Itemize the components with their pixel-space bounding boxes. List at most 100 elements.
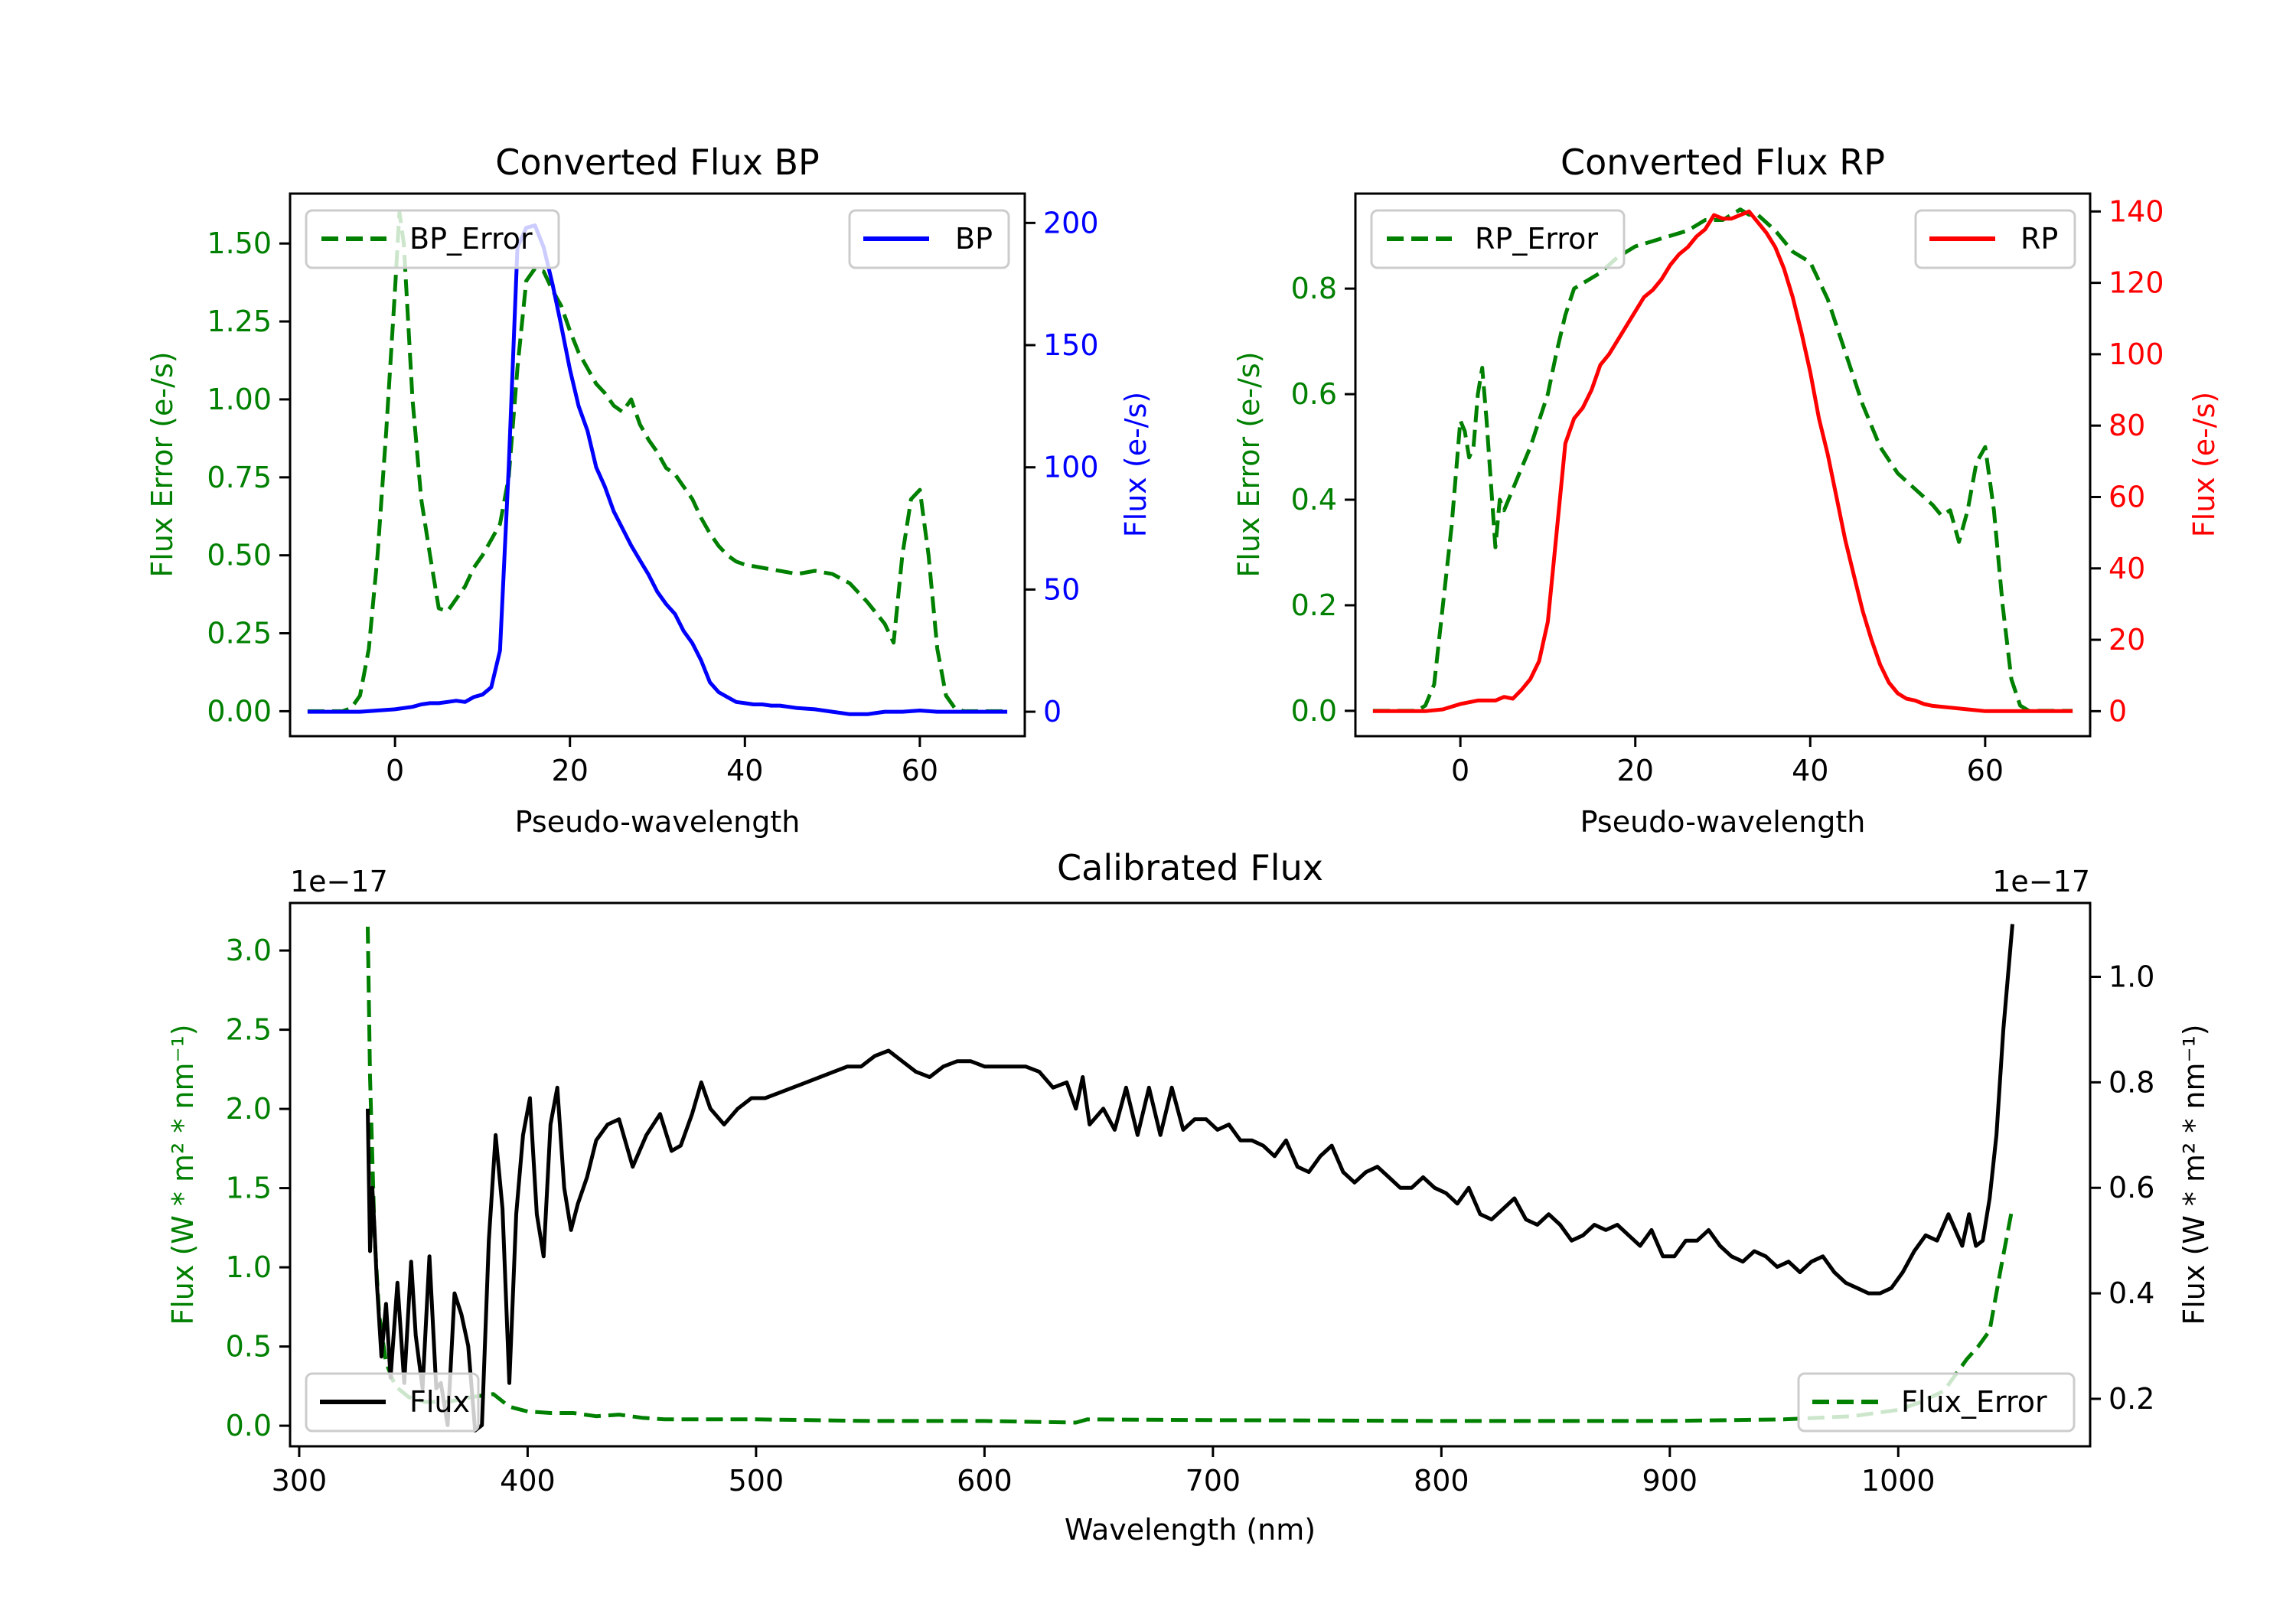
y-left-tick-label: 2.5 — [226, 1013, 272, 1047]
x-tick-label: 20 — [1617, 754, 1654, 787]
legend-label: RP — [2020, 222, 2058, 256]
y-right-tick-label: 0.4 — [2108, 1276, 2154, 1310]
legend-label: RP_Error — [1475, 222, 1598, 256]
y-left-tick-label: 0.0 — [1291, 694, 1337, 728]
calibrated-legend-left[interactable]: Flux — [305, 1372, 480, 1433]
rp-series-layer — [1372, 207, 2073, 713]
y-right-tick-label: 100 — [1043, 451, 1099, 484]
rp-yticks-right: 0 20 40 60 80 100 120 140 — [2090, 194, 2164, 728]
y-right-tick-label: 150 — [1043, 328, 1099, 362]
bp-yticks-left: 0.00 0.25 0.50 0.75 1.00 1.25 1.50 — [207, 227, 290, 728]
calibrated-xticks: 300 400 500 600 700 800 900 1000 — [272, 1446, 1936, 1498]
rp-xlabel: Pseudo-wavelength — [1580, 805, 1866, 839]
bp-xticks: 0 20 40 60 — [386, 736, 938, 787]
y-left-tick-label: 3.0 — [226, 934, 272, 967]
legend-label: Flux — [409, 1385, 470, 1419]
y-right-tick-label: 50 — [1043, 572, 1080, 606]
y-right-tick-label: 200 — [1043, 206, 1099, 240]
bp-axes-frame — [289, 192, 1026, 738]
rp-ylabel-right: Flux (e-/s) — [2187, 392, 2221, 537]
x-tick-label: 40 — [1792, 754, 1828, 787]
legend-label: BP — [955, 222, 993, 256]
y-right-tick-label: 0.8 — [2108, 1065, 2154, 1099]
bp-series-layer — [307, 210, 1008, 716]
y-right-tick-label: 100 — [2108, 337, 2164, 371]
bp-legend-right[interactable]: BP — [848, 209, 1010, 269]
bp-title: Converted Flux BP — [495, 142, 820, 183]
x-tick-label: 20 — [552, 754, 589, 787]
legend-box — [1797, 1372, 2076, 1433]
calibrated-ylabel-left: Flux (W * m² * nm⁻¹) — [166, 1024, 200, 1325]
x-tick-label: 60 — [902, 754, 938, 787]
calibrated-ylabel-right: Flux (W * m² * nm⁻¹) — [2177, 1024, 2211, 1325]
x-tick-label: 500 — [729, 1464, 784, 1498]
legend-label: Flux_Error — [1901, 1385, 2047, 1419]
calibrated-panel: Calibrated Flux 300 400 500 600 700 800 900 100… — [166, 847, 2211, 1547]
rp-legend-left[interactable]: RP_Error — [1370, 209, 1626, 269]
x-tick-label: 0 — [386, 754, 404, 787]
y-left-tick-label: 0.2 — [1291, 588, 1337, 622]
rp-axes-frame — [1354, 192, 2092, 738]
y-left-tick-label: 0.50 — [207, 539, 272, 572]
x-tick-label: 40 — [726, 754, 763, 787]
x-tick-label: 800 — [1414, 1464, 1469, 1498]
y-right-tick-label: 0.2 — [2108, 1382, 2154, 1416]
series-line-bp — [307, 223, 1008, 716]
rp-title: Converted Flux RP — [1561, 142, 1885, 183]
rp-xticks: 0 20 40 60 — [1451, 736, 2004, 787]
bp-ylabel-left: Flux Error (e-/s) — [145, 351, 179, 577]
bp-legend-left[interactable]: BP_Error — [305, 209, 560, 269]
rp-yticks-left: 0.0 0.2 0.4 0.6 0.8 — [1291, 272, 1355, 728]
bp-panel: Converted Flux BP 0 20 40 60 0.000.250.500.… — [145, 142, 1153, 839]
legend-box — [1370, 209, 1626, 269]
y-left-tick-label: 1.5 — [226, 1172, 272, 1205]
bp-ylabel-right: Flux (e-/s) — [1119, 392, 1153, 537]
y-left-tick-label: 1.0 — [226, 1250, 272, 1284]
y-right-tick-label: 0.6 — [2108, 1171, 2154, 1204]
calibrated-xlabel: Wavelength (nm) — [1065, 1513, 1316, 1547]
y-right-tick-label: 40 — [2108, 552, 2145, 585]
y-right-tick-label: 140 — [2108, 194, 2164, 228]
legend-box — [305, 209, 560, 269]
y-left-tick-label: 0.5 — [226, 1330, 272, 1364]
y-right-tick-label: 20 — [2108, 623, 2145, 657]
legend-box — [305, 1372, 480, 1433]
calibrated-offset-left: 1e−17 — [290, 865, 388, 898]
y-left-tick-label: 2.0 — [226, 1092, 272, 1126]
y-left-tick-label: 0.25 — [207, 617, 272, 650]
y-left-tick-label: 1.50 — [207, 227, 272, 260]
calibrated-title: Calibrated Flux — [1057, 847, 1323, 888]
calibrated-yticks-right: 0.2 0.4 0.6 0.8 1.0 — [2090, 960, 2154, 1416]
y-left-tick-label: 1.00 — [207, 383, 272, 416]
y-left-tick-label: 0.6 — [1291, 377, 1337, 411]
series-line-rp-error — [1372, 207, 2073, 713]
y-left-tick-label: 0.0 — [226, 1409, 272, 1442]
y-right-tick-label: 1.0 — [2108, 960, 2154, 994]
y-right-tick-label: 60 — [2108, 480, 2145, 513]
x-tick-label: 60 — [1967, 754, 2004, 787]
y-right-tick-label: 0 — [1043, 695, 1062, 729]
calibrated-axes-frame — [289, 901, 2092, 1448]
calibrated-legend-right[interactable]: Flux_Error — [1797, 1372, 2076, 1433]
y-left-tick-label: 0.4 — [1291, 483, 1337, 517]
y-right-tick-label: 80 — [2108, 409, 2145, 442]
x-tick-label: 0 — [1451, 754, 1469, 787]
bp-yticks-right: 0 50 100 150 200 — [1025, 206, 1099, 729]
calibrated-offset-right: 1e−17 — [1992, 865, 2090, 898]
y-left-tick-label: 0.8 — [1291, 272, 1337, 305]
y-left-tick-label: 1.25 — [207, 305, 272, 338]
x-tick-label: 900 — [1642, 1464, 1698, 1498]
y-left-tick-label: 0.75 — [207, 461, 272, 494]
x-tick-label: 300 — [272, 1464, 328, 1498]
bp-xlabel: Pseudo-wavelength — [515, 805, 801, 839]
x-tick-label: 700 — [1186, 1464, 1241, 1498]
series-line-rp — [1372, 209, 2073, 713]
calibrated-yticks-left: 0.0 0.5 1.0 1.5 2.0 2.5 3.0 — [226, 934, 290, 1442]
y-left-tick-label: 0.00 — [207, 694, 272, 728]
series-line-bp-error — [307, 210, 1008, 713]
y-right-tick-label: 0 — [2108, 694, 2127, 728]
rp-legend-right[interactable]: RP — [1914, 209, 2076, 269]
y-right-tick-label: 120 — [2108, 266, 2164, 300]
rp-panel: Converted Flux RP 0 20 40 60 0.00.20.40.60.… — [1232, 142, 2221, 839]
x-tick-label: 600 — [957, 1464, 1013, 1498]
